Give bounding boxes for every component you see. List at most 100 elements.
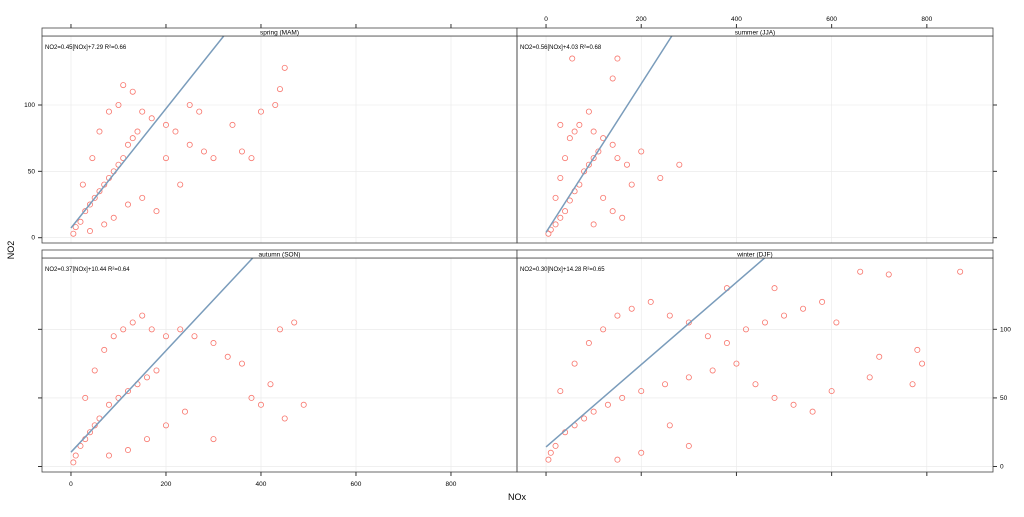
- data-point: [177, 326, 184, 333]
- data-point: [590, 155, 597, 162]
- strip-label: winter (DJF): [736, 252, 772, 259]
- strip-label: spring (MAM): [260, 30, 299, 37]
- data-point: [248, 155, 255, 162]
- data-point: [70, 230, 77, 237]
- data-point: [77, 218, 84, 225]
- data-point: [276, 326, 283, 333]
- data-point: [566, 135, 573, 142]
- data-point: [733, 360, 740, 367]
- data-point: [819, 298, 826, 305]
- data-point: [557, 388, 564, 395]
- data-point: [79, 181, 86, 188]
- regression-line: [70, 258, 254, 453]
- data-point: [120, 82, 127, 89]
- panel-border: [516, 257, 994, 473]
- data-point: [742, 326, 749, 333]
- data-point: [552, 194, 559, 201]
- data-point: [569, 55, 576, 62]
- data-point: [638, 388, 645, 395]
- y-tick-label: 0: [31, 235, 35, 242]
- data-point: [638, 148, 645, 155]
- y-axis-label: NO2: [6, 241, 16, 260]
- data-point: [124, 388, 131, 395]
- data-point: [124, 141, 131, 148]
- data-point: [82, 394, 89, 401]
- data-point: [91, 194, 98, 201]
- strip: [516, 249, 994, 259]
- equation-label: NO2=0.37[NOx]+10.44 R²=0.64: [45, 267, 130, 273]
- data-point: [86, 228, 93, 235]
- data-point: [585, 108, 592, 115]
- data-point: [115, 102, 122, 109]
- x-tick-label: 600: [351, 481, 362, 488]
- data-point: [562, 208, 569, 215]
- data-point: [552, 442, 559, 449]
- strip-label: summer (JJA): [735, 30, 775, 37]
- data-point: [619, 394, 626, 401]
- data-point: [96, 188, 103, 195]
- y-tick-label: 100: [24, 102, 35, 109]
- data-point: [581, 415, 588, 422]
- data-point: [761, 319, 768, 326]
- data-point: [72, 224, 79, 231]
- equation-label: NO2=0.45[NOx]+7.29 R²=0.66: [45, 45, 127, 51]
- data-point: [604, 401, 611, 408]
- data-point: [590, 128, 597, 135]
- data-point: [139, 194, 146, 201]
- data-point: [585, 340, 592, 347]
- data-point: [833, 319, 840, 326]
- data-point: [723, 340, 730, 347]
- data-point: [590, 408, 597, 415]
- data-point: [790, 401, 797, 408]
- data-point: [771, 394, 778, 401]
- data-point: [666, 422, 673, 429]
- data-point: [614, 55, 621, 62]
- data-point: [210, 155, 217, 162]
- data-point: [120, 326, 127, 333]
- data-point: [162, 155, 169, 162]
- x-tick-label: 800: [921, 16, 932, 23]
- data-point: [139, 312, 146, 319]
- x-axis-label: NOx: [508, 492, 527, 502]
- data-point: [267, 381, 274, 388]
- regression-line: [70, 36, 225, 229]
- x-tick-label: 200: [161, 481, 172, 488]
- data-point: [571, 128, 578, 135]
- data-point: [129, 319, 136, 326]
- points-group: [545, 36, 683, 237]
- data-point: [595, 148, 602, 155]
- data-point: [224, 353, 231, 360]
- data-point: [600, 194, 607, 201]
- data-point: [238, 360, 245, 367]
- data-point: [129, 135, 136, 142]
- strip-label: autumn (SON): [259, 252, 301, 259]
- panel-3: winter (DJF) NO2=0.30[NOx]+14.28 R²=0.65 0…: [516, 249, 1011, 476]
- data-point: [181, 408, 188, 415]
- data-point: [143, 436, 150, 443]
- data-point: [86, 429, 93, 436]
- panel-1: summer (JJA) NO2=0.56[NOx]+4.03 R²=0.68 0 2…: [516, 16, 997, 244]
- data-point: [91, 367, 98, 374]
- x-tick-label: 400: [256, 481, 267, 488]
- data-point: [200, 148, 207, 155]
- data-point: [585, 161, 592, 168]
- data-point: [828, 388, 835, 395]
- data-point: [885, 271, 892, 278]
- data-point: [143, 374, 150, 381]
- x-tick-label: 200: [636, 16, 647, 23]
- data-point: [96, 128, 103, 135]
- data-point: [153, 367, 160, 374]
- data-point: [914, 346, 921, 353]
- x-tick-label: 0: [69, 481, 73, 488]
- data-point: [272, 102, 279, 109]
- data-point: [229, 121, 236, 128]
- data-point: [709, 367, 716, 374]
- data-point: [101, 346, 108, 353]
- data-point: [609, 75, 616, 82]
- data-point: [124, 447, 131, 454]
- data-point: [590, 221, 597, 228]
- data-point: [139, 108, 146, 115]
- data-point: [129, 88, 136, 95]
- regression-line: [545, 36, 673, 233]
